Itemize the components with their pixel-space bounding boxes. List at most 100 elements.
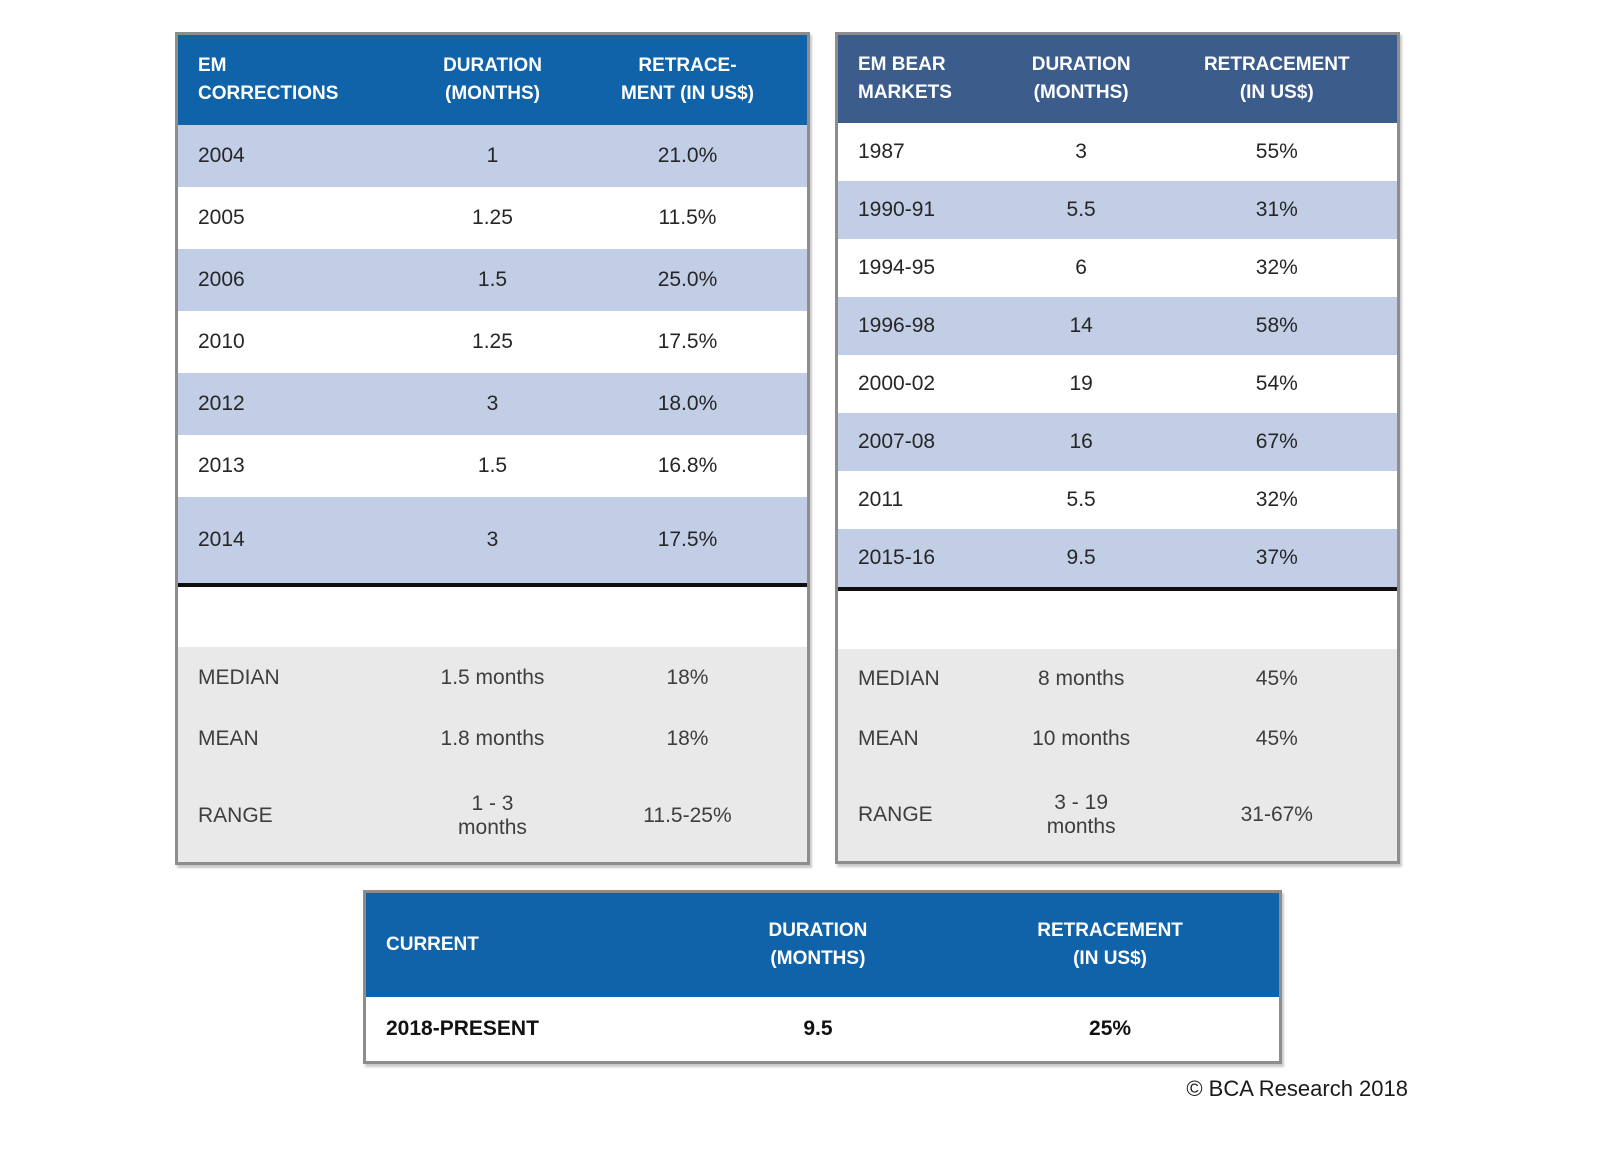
table-row: 2011 5.5 32% [838, 471, 1397, 529]
current-header-row: CURRENT DURATION (MONTHS) RETRACEMENT (I… [366, 893, 1279, 997]
year-cell: 2012 [198, 392, 245, 415]
year-cell: 1994-95 [858, 256, 936, 279]
retracement-cell: 16.8% [657, 454, 718, 477]
summary-duration: 3 - 19 months [1046, 791, 1116, 838]
retracement-cell: 31% [1255, 198, 1298, 221]
year-cell: 2014 [198, 528, 245, 551]
year-cell: 2005 [198, 206, 245, 229]
summary-retracement: 45% [1255, 667, 1298, 690]
duration-cell: 9.5 [803, 1017, 833, 1040]
em-corrections-header-title: EM CORRECTIONS [198, 55, 339, 104]
retracement-cell: 17.5% [657, 330, 718, 353]
table-row: 1994-95 6 32% [838, 239, 1397, 297]
table-row: 2010 1.25 17.5% [178, 311, 807, 373]
retracement-cell: 11.5% [658, 206, 717, 229]
table-row: 2007-08 16 67% [838, 413, 1397, 471]
summary-row: RANGE 1 - 3 months 11.5-25% [178, 769, 807, 862]
summary-duration: 10 months [1032, 727, 1131, 750]
current-header-retracement: RETRACEMENT (IN US$) [1037, 920, 1183, 969]
retracement-cell: 32% [1255, 256, 1298, 279]
spacer-row [838, 591, 1397, 649]
summary-retracement: 11.5-25% [643, 803, 732, 827]
table-row: 2004 1 21.0% [178, 125, 807, 187]
em-bear-markets-header-retracement: RETRACEMENT (IN US$) [1203, 54, 1350, 103]
summary-retracement: 18% [666, 726, 709, 750]
duration-cell: 1.25 [472, 206, 513, 229]
retracement-cell: 18.0% [657, 392, 718, 415]
table-row: 1996-98 14 58% [838, 297, 1397, 355]
table-row: 1990-91 5.5 31% [838, 181, 1397, 239]
period-cell: 2018-PRESENT [386, 1017, 539, 1040]
duration-cell: 14 [1069, 314, 1093, 337]
year-cell: 1996-98 [858, 314, 936, 337]
year-cell: 2006 [198, 268, 245, 291]
duration-cell: 1.5 [477, 454, 508, 477]
em-corrections-summary: MEDIAN 1.5 months 18% MEAN 1.8 months 18… [178, 647, 807, 862]
duration-cell: 5.5 [1066, 198, 1096, 221]
duration-cell: 1.5 [477, 268, 508, 291]
duration-cell: 9.5 [1066, 546, 1096, 569]
summary-retracement: 18% [666, 665, 709, 689]
em-bear-markets-header-duration: DURATION (MONTHS) [1031, 54, 1131, 103]
retracement-cell: 58% [1255, 314, 1298, 337]
retracement-cell: 25% [1089, 1017, 1132, 1040]
retracement-cell: 37% [1255, 546, 1298, 569]
duration-cell: 5.5 [1066, 488, 1096, 511]
em-bear-markets-header-row: EM BEAR MARKETS DURATION (MONTHS) RETRAC… [838, 35, 1397, 123]
summary-label: RANGE [858, 803, 933, 826]
em-corrections-header-retracement: RETRACE- MENT (IN US$) [620, 55, 754, 104]
table-row: 2005 1.25 11.5% [178, 187, 807, 249]
current-header-duration: DURATION (MONTHS) [768, 920, 868, 969]
table-row: 2018-PRESENT 9.5 25% [366, 997, 1279, 1061]
summary-retracement: 31-67% [1240, 803, 1313, 826]
duration-cell: 1.25 [472, 330, 513, 353]
summary-row: MEDIAN 1.5 months 18% [178, 647, 807, 708]
table-row: 2013 1.5 16.8% [178, 435, 807, 497]
duration-cell: 1 [486, 144, 499, 167]
year-cell: 2004 [198, 144, 245, 167]
em-corrections-header-duration: DURATION (MONTHS) [443, 55, 542, 104]
retracement-cell: 32% [1255, 488, 1298, 511]
summary-retracement: 45% [1255, 727, 1298, 750]
retracement-cell: 55% [1255, 140, 1298, 163]
em-corrections-table: EM CORRECTIONS DURATION (MONTHS) RETRACE… [175, 32, 810, 865]
year-cell: 2000-02 [858, 372, 936, 395]
retracement-cell: 67% [1255, 430, 1298, 453]
em-corrections-header-row: EM CORRECTIONS DURATION (MONTHS) RETRACE… [178, 35, 807, 125]
summary-label: RANGE [198, 803, 273, 827]
current-header-title: CURRENT [386, 934, 479, 956]
summary-divider [838, 587, 1397, 591]
year-cell: 2015-16 [858, 546, 936, 569]
duration-cell: 6 [1075, 256, 1087, 279]
table-row: 2012 3 18.0% [178, 373, 807, 435]
year-cell: 2007-08 [858, 430, 936, 453]
year-cell: 2011 [858, 488, 904, 511]
year-cell: 1990-91 [858, 198, 936, 221]
summary-label: MEDIAN [198, 665, 280, 689]
duration-cell: 3 [486, 528, 499, 551]
em-bear-markets-table: EM BEAR MARKETS DURATION (MONTHS) RETRAC… [835, 32, 1400, 864]
table-row: 1987 3 55% [838, 123, 1397, 181]
summary-row: MEAN 1.8 months 18% [178, 708, 807, 769]
summary-row: MEDIAN 8 months 45% [838, 649, 1397, 709]
table-row: 2006 1.5 25.0% [178, 249, 807, 311]
retracement-cell: 17.5% [657, 528, 718, 551]
duration-cell: 3 [486, 392, 499, 415]
summary-row: MEAN 10 months 45% [838, 709, 1397, 769]
summary-row: RANGE 3 - 19 months 31-67% [838, 769, 1397, 861]
table-row: 2015-16 9.5 37% [838, 529, 1397, 587]
duration-cell: 16 [1069, 430, 1093, 453]
summary-duration: 1.5 months [440, 665, 545, 689]
current-table: CURRENT DURATION (MONTHS) RETRACEMENT (I… [363, 890, 1282, 1064]
duration-cell: 3 [1075, 140, 1087, 163]
year-cell: 2010 [198, 330, 245, 353]
summary-label: MEAN [858, 727, 919, 750]
em-bear-markets-header-title: EM BEAR MARKETS [858, 54, 952, 103]
summary-duration: 8 months [1037, 667, 1125, 690]
year-cell: 1987 [858, 140, 905, 163]
summary-label: MEAN [198, 726, 259, 750]
retracement-cell: 21.0% [657, 144, 718, 167]
duration-cell: 19 [1069, 372, 1093, 395]
table-row: 2000-02 19 54% [838, 355, 1397, 413]
